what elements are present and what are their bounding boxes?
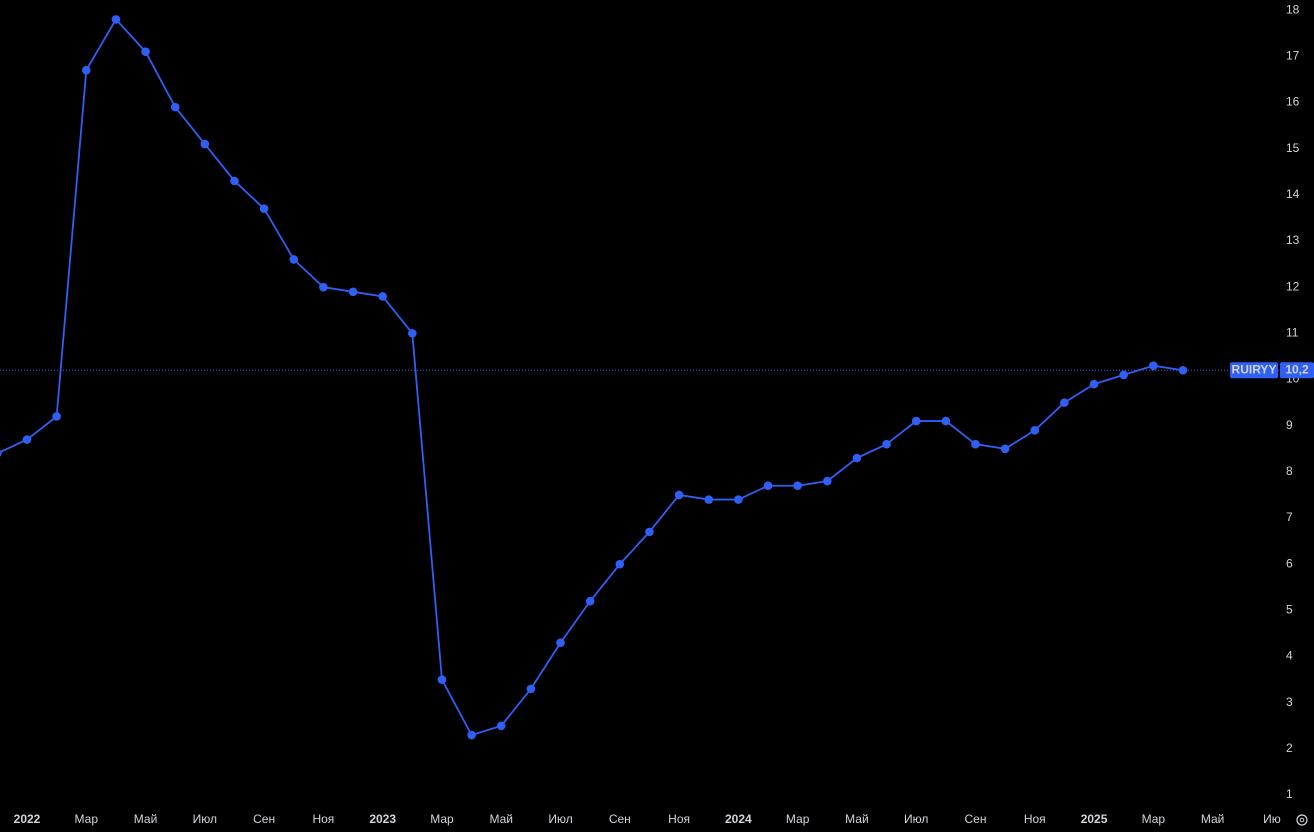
x-tick-label: Сен	[253, 812, 275, 826]
data-point	[1030, 426, 1040, 435]
data-point	[230, 176, 239, 186]
x-tick-label: Ноя	[668, 812, 690, 826]
last-value-label: 10,2	[1285, 362, 1309, 376]
y-tick-label: 2	[1286, 741, 1293, 755]
x-tick-label: Ноя	[1024, 812, 1046, 826]
x-tick-label: Мар	[1142, 812, 1166, 826]
settings-button[interactable]	[1296, 814, 1308, 826]
data-point	[170, 102, 180, 112]
data-point	[200, 139, 210, 149]
data-point	[319, 282, 328, 292]
y-tick-label: 1	[1286, 787, 1293, 801]
data-point	[971, 439, 980, 449]
x-tick-label: Июл	[193, 812, 217, 826]
data-point	[378, 292, 387, 301]
y-tick-label: 5	[1286, 603, 1293, 617]
y-tick-label: 4	[1286, 649, 1293, 663]
data-point	[141, 47, 150, 57]
y-tick-label: 18	[1286, 2, 1300, 16]
data-point	[348, 287, 358, 297]
x-tick-label: Мар	[786, 812, 810, 826]
x-tick-label: 2024	[725, 812, 752, 826]
data-point	[467, 730, 476, 740]
data-point	[556, 638, 565, 648]
y-tick-label: 8	[1286, 464, 1293, 478]
x-tick-label: 2025	[1081, 812, 1108, 826]
data-point	[793, 481, 802, 491]
x-tick-label: Мар	[75, 812, 99, 826]
data-point	[111, 15, 121, 24]
x-tick-label: Май	[845, 812, 869, 826]
y-tick-label: 16	[1286, 95, 1300, 109]
x-tick-label: 2023	[369, 812, 396, 826]
data-point	[52, 412, 61, 421]
x-tick-label: Май	[1201, 812, 1225, 826]
data-point	[0, 450, 2, 457]
x-tick-label: Май	[134, 812, 158, 826]
series-tag	[1230, 362, 1278, 379]
x-tick-label: Сен	[609, 812, 631, 826]
data-point	[289, 255, 299, 264]
data-point	[882, 439, 891, 449]
data-point	[704, 495, 714, 504]
data-point	[645, 527, 654, 537]
y-tick-label: 14	[1286, 187, 1300, 201]
x-tick-label: Ноя	[312, 812, 334, 826]
data-point	[585, 596, 595, 606]
data-point	[674, 490, 684, 500]
x-tick-label: Ию	[1263, 812, 1281, 826]
y-tick-label: 11	[1286, 326, 1299, 340]
data-point	[1178, 365, 1188, 375]
x-tick-label: 2022	[14, 812, 41, 826]
data-point	[408, 329, 417, 338]
data-point	[615, 559, 625, 569]
y-tick-label: 12	[1286, 279, 1300, 293]
data-point	[1000, 444, 1010, 454]
y-tick-label: 17	[1286, 49, 1300, 63]
series-name: RUIRYY	[1232, 362, 1277, 376]
x-tick-label: Май	[489, 812, 513, 826]
data-point	[1149, 361, 1158, 370]
y-tick-label: 9	[1286, 418, 1293, 432]
data-point	[1089, 379, 1099, 389]
y-tick-label: 7	[1286, 510, 1293, 524]
data-point	[526, 684, 536, 694]
data-point	[81, 65, 91, 75]
data-point	[941, 416, 951, 426]
y-tick-label: 3	[1286, 695, 1293, 709]
y-tick-label: 6	[1286, 556, 1293, 570]
data-point	[1119, 370, 1128, 380]
data-point	[1060, 398, 1069, 407]
data-point	[437, 675, 447, 684]
x-tick-label: Июл	[548, 812, 572, 826]
data-point	[259, 204, 269, 213]
data-point	[496, 721, 506, 731]
data-point	[822, 476, 832, 486]
data-point	[763, 481, 773, 491]
x-tick-label: Сен	[964, 812, 986, 826]
last-value-tag	[1280, 362, 1314, 379]
data-point	[734, 495, 743, 504]
x-tick-label: Июл	[904, 812, 928, 826]
data-point	[911, 416, 921, 426]
data-point	[852, 453, 862, 463]
y-tick-label: 15	[1286, 141, 1300, 155]
y-tick-label: 13	[1286, 233, 1300, 247]
plot-area	[0, 15, 1280, 740]
data-point	[22, 435, 32, 444]
x-tick-label: Мар	[430, 812, 454, 826]
